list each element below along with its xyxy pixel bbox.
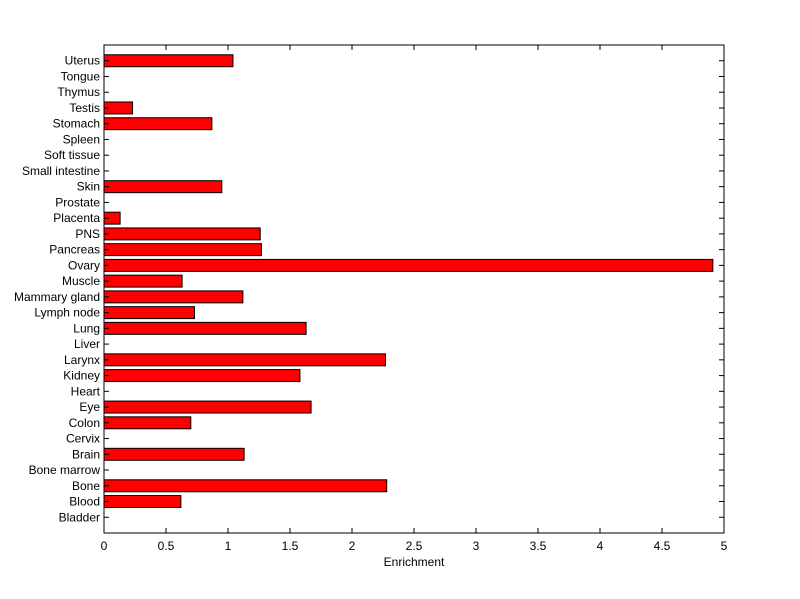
x-tick-label: 5 xyxy=(721,539,728,553)
y-tick-label: Spleen xyxy=(63,132,100,146)
y-tick-label: Bone marrow xyxy=(29,463,101,477)
y-tick-label: Colon xyxy=(69,416,100,430)
bar-colon xyxy=(103,416,192,430)
y-tick-label: PNS xyxy=(75,227,100,241)
y-tick-label: Testis xyxy=(69,101,100,115)
y-tick-label: Kidney xyxy=(63,369,100,383)
bar-blood xyxy=(103,495,182,508)
x-tick-label: 4 xyxy=(597,539,604,553)
x-tick-label: 2 xyxy=(349,539,356,553)
y-tick-label: Small intestine xyxy=(22,164,100,178)
y-tick-label: Cervix xyxy=(66,432,100,446)
y-tick-label: Heart xyxy=(71,384,101,398)
bar-pns xyxy=(103,227,261,241)
x-tick-label: 4.5 xyxy=(654,539,671,553)
x-tick-label: 3.5 xyxy=(530,539,547,553)
y-tick-label: Brain xyxy=(72,447,100,461)
y-tick-label: Larynx xyxy=(64,353,100,367)
x-tick-label: 1.5 xyxy=(282,539,299,553)
y-tick-label: Prostate xyxy=(55,195,100,209)
x-axis-ticks: 0 0.5 1 1.5 2 2.5 3 3.5 4 4.5 5 xyxy=(101,45,728,553)
y-tick-label: Uterus xyxy=(65,54,100,68)
x-axis-label: Enrichment xyxy=(384,555,445,569)
y-tick-label: Bone xyxy=(72,479,100,493)
x-tick-label: 2.5 xyxy=(406,539,423,553)
bar-stomach xyxy=(103,117,213,131)
bar-larynx xyxy=(103,353,386,367)
bar-muscle xyxy=(103,274,183,288)
bar-lung xyxy=(103,321,307,335)
y-tick-label: Bladder xyxy=(59,510,100,524)
x-tick-label: 0 xyxy=(101,539,108,553)
y-tick-label: Placenta xyxy=(53,211,100,225)
y-tick-label: Ovary xyxy=(68,258,100,272)
y-tick-label: Mammary gland xyxy=(14,290,100,304)
y-tick-label: Tongue xyxy=(61,69,101,83)
bar-skin xyxy=(103,180,223,194)
y-tick-label: Pancreas xyxy=(49,243,100,257)
y-tick-label: Thymus xyxy=(57,85,100,99)
bar-eye xyxy=(103,400,312,414)
bar-uterus xyxy=(103,54,234,68)
bars-group xyxy=(103,54,714,508)
bar-ovary xyxy=(103,258,714,272)
bar-bone xyxy=(103,479,388,493)
y-tick-label: Lung xyxy=(73,321,100,335)
bar-brain xyxy=(103,447,245,461)
y-tick-label: Soft tissue xyxy=(44,148,100,162)
y-tick-label: Lymph node xyxy=(34,306,100,320)
y-tick-label: Blood xyxy=(69,495,100,509)
bar-pancreas xyxy=(103,243,262,257)
bar-lymph-node xyxy=(103,306,196,320)
x-tick-label: 0.5 xyxy=(158,539,175,553)
y-tick-label: Liver xyxy=(74,337,100,351)
bar-kidney xyxy=(103,369,301,383)
y-tick-label: Stomach xyxy=(53,117,100,131)
bar-mammary-gland xyxy=(103,290,244,304)
x-tick-label: 1 xyxy=(225,539,232,553)
y-tick-label: Muscle xyxy=(62,274,100,288)
y-tick-label: Skin xyxy=(77,180,100,194)
x-tick-label: 3 xyxy=(473,539,480,553)
y-tick-label: Eye xyxy=(79,400,100,414)
